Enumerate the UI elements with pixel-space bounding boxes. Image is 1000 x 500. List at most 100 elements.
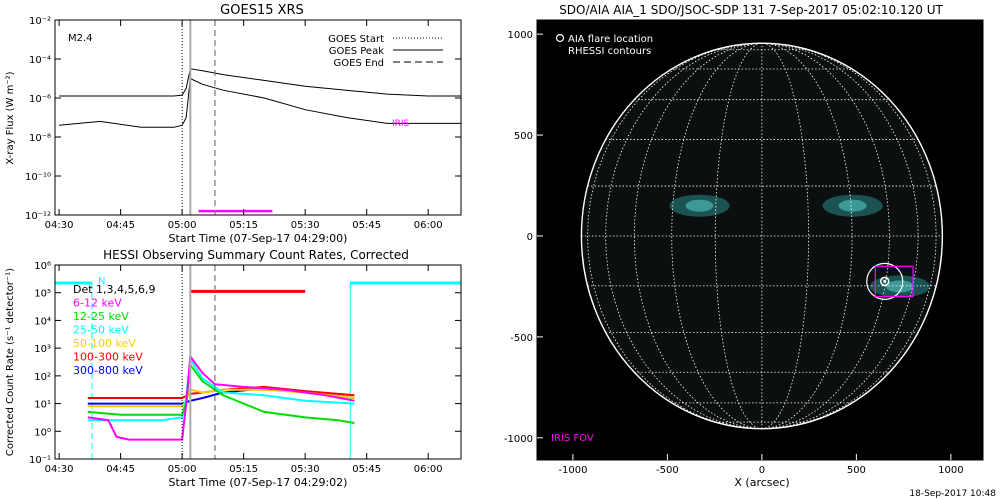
active-region-core — [685, 199, 714, 212]
goes-y-tick-label: 10⁻² — [29, 16, 51, 27]
hessi-legend-item: 12-25 keV — [73, 310, 129, 323]
aia-x-tick-label: 500 — [847, 465, 866, 476]
hessi-x-tick-label: 04:45 — [106, 464, 135, 475]
hessi-y-tick-label: 10² — [34, 372, 51, 383]
heliographic-grid — [580, 42, 944, 430]
rhessi-contour — [879, 276, 890, 287]
aia-x-tick-label: 0 — [759, 465, 765, 476]
active-region-core — [838, 199, 867, 212]
iris-fov-box — [874, 265, 914, 298]
longitude-line — [761, 42, 810, 430]
hessi-x-tick-label: 05:30 — [291, 464, 320, 475]
goes-x-axis: 04:30 04:45 05:00 05:15 05:30 05:45 06:00 — [45, 20, 443, 231]
hessi-x-label: Start Time (07-Sep-17 04:29:02) — [169, 476, 348, 489]
longitude-line — [605, 42, 762, 430]
aia-legend: AIA flare location RHESSI contours — [555, 33, 653, 57]
goes-y-tick-label: 10⁻¹⁰ — [25, 172, 51, 183]
hessi-plot-frame — [54, 264, 462, 460]
aia-legend-rhessi: RHESSI contours — [568, 46, 651, 57]
aia-x-tick-label: 1000 — [938, 465, 963, 476]
hessi-y-tick-label: 10⁴ — [34, 316, 51, 327]
longitude-line — [587, 42, 762, 430]
aia-x-tick-label: -500 — [656, 465, 679, 476]
goes-legend-start: GOES Start — [328, 34, 384, 45]
solar-limb — [580, 42, 944, 430]
goes-x-tick-label: 04:30 — [45, 220, 74, 231]
goes-y-tick-label: 10⁻¹² — [25, 211, 51, 222]
goes-legend-end: GOES End — [334, 58, 384, 69]
goes-legend-peak: GOES Peak — [329, 46, 384, 57]
hessi-y-tick-label: 10⁰ — [34, 427, 51, 438]
aia-y-tick-label: 1000 — [508, 30, 533, 41]
flare-core — [883, 279, 887, 283]
footer-date: 18-Sep-2017 10:48 — [909, 489, 996, 499]
goes-xrs-panel: GOES15 XRS 04:30 04:45 05:00 05:15 05:30 05:4… — [5, 3, 462, 245]
aia-image-panel: SDO/AIA AIA_1 SDO/JSOC-SDP 131 7-Sep-201… — [504, 3, 984, 489]
hessi-legend-item: 300-800 keV — [73, 364, 143, 377]
hessi-y-tick-label: 10⁻¹ — [29, 455, 51, 466]
goes-legend: GOES Start GOES Peak GOES End — [328, 34, 443, 69]
aia-x-label: X (arcsec) — [734, 476, 789, 489]
aia-plot-frame — [536, 19, 984, 461]
active-region-core — [885, 280, 914, 293]
hessi-x-tick-label: 05:15 — [229, 464, 258, 475]
active-regions — [669, 194, 930, 298]
goes-series-2 — [59, 77, 461, 128]
longitude-line — [633, 42, 762, 430]
goes-curves — [59, 68, 461, 213]
hessi-x-axis: 04:30 04:45 05:00 05:15 05:30 05:45 06:00 — [45, 265, 443, 475]
goes-x-tick-label: 05:30 — [291, 220, 320, 231]
hessi-curves — [55, 281, 461, 459]
aia-y-tick-label: -500 — [510, 333, 533, 344]
goes-y-axis: 10⁻¹² 10⁻¹⁰ 10⁻⁸ 10⁻⁶ 10⁻⁴ 10⁻² — [25, 16, 461, 222]
aia-legend-flare: AIA flare location — [568, 34, 653, 45]
hessi-legend-item: 25-50 keV — [73, 324, 129, 337]
hessi-legend-item: 50-100 keV — [73, 337, 136, 350]
hessi-series-12-25-kev — [87, 362, 355, 424]
goes-flare-class: M2.4 — [68, 33, 93, 44]
hessi-x-tick-label: 05:45 — [352, 464, 381, 475]
hessi-y-label: Corrected Count Rate (s⁻¹ detector⁻¹) — [5, 268, 16, 456]
goes-x-label: Start Time (07-Sep-17 04:29:00) — [169, 232, 348, 245]
aia-x-tick-label: -1000 — [558, 465, 587, 476]
longitude-line — [671, 42, 762, 430]
hessi-series-6-12-kev — [87, 353, 355, 441]
goes-iris-label: IRIS — [392, 119, 410, 129]
hessi-y-tick-label: 10⁵ — [34, 289, 51, 300]
hessi-y-tick-label: 10³ — [34, 344, 51, 355]
hessi-time-markers — [181, 265, 216, 459]
longitude-line — [714, 42, 762, 430]
hessi-x-tick-label: 06:00 — [414, 464, 443, 475]
goes-y-label: X-ray Flux (W m⁻²) — [5, 71, 16, 164]
goes-title: GOES15 XRS — [220, 3, 304, 18]
hessi-y-tick-label: 10¹ — [34, 400, 51, 411]
aia-title: SDO/AIA AIA_1 SDO/JSOC-SDP 131 7-Sep-201… — [559, 3, 943, 17]
goes-time-markers — [181, 20, 216, 215]
aia-x-axis: -1000 -500 0 500 1000 — [558, 454, 964, 476]
longitude-line — [761, 42, 890, 430]
goes-x-tick-label: 05:00 — [168, 220, 197, 231]
goes-y-tick-label: 10⁻⁸ — [29, 133, 51, 144]
longitude-line — [761, 42, 937, 430]
longitude-line — [761, 42, 853, 430]
goes-y-tick-label: 10⁻⁶ — [29, 94, 51, 105]
aia-y-tick-label: 0 — [527, 232, 533, 243]
aia-legend-circle-icon — [555, 33, 565, 43]
aia-y-axis: -1000 -500 0 500 1000 — [504, 30, 543, 445]
aia-iris-fov-label: IRIS FOV — [551, 433, 594, 444]
goes-series-1 — [59, 68, 461, 97]
flare-markers — [866, 262, 914, 300]
hessi-panel: HESSI Observing Summary Count Rates, Cor… — [5, 248, 462, 489]
goes-x-tick-label: 05:45 — [352, 220, 381, 231]
hessi-legend-item: Det 1,3,4,5,6,9 — [73, 283, 156, 296]
goes-x-tick-label: 06:00 — [414, 220, 443, 231]
hessi-y-tick-label: 10⁶ — [34, 261, 51, 272]
flare-location-circle — [866, 262, 904, 300]
hessi-title: HESSI Observing Summary Count Rates, Cor… — [103, 248, 409, 262]
hessi-n-marker: N — [98, 276, 105, 287]
goes-x-tick-label: 04:45 — [106, 220, 135, 231]
goes-y-tick-label: 10⁻⁴ — [29, 55, 51, 66]
